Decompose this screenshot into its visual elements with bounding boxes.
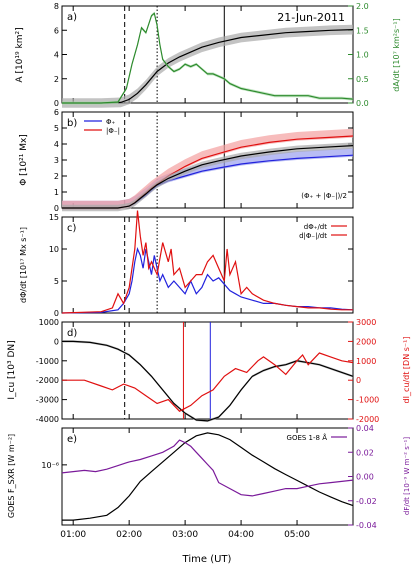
panel-e-series-0-line [62, 432, 354, 521]
panel-e-ylabel: GOES F_SXR [W m⁻²] [7, 434, 16, 518]
panel-a-ylabel: A [10¹⁹ km²] [15, 27, 25, 82]
panel-e-y2tick-label: 0.00 [356, 473, 374, 482]
panel-c-ytick-label: 0 [54, 309, 59, 318]
panel-d-ytick-label: 0 [54, 337, 59, 346]
panel-b-annotation: (Φ₊ + |Φ₋|)/2 [301, 192, 347, 200]
panel-d-ylabel: I_cu [10³ DN] [7, 340, 17, 399]
panel-a-ytick-label: 6 [54, 26, 59, 35]
panel-d-y2tick-label: 2000 [356, 337, 376, 346]
panel-a-ytick-label: 2 [54, 75, 59, 84]
panel-d-ytick-label: -4000 [36, 415, 59, 424]
panel-b-ytick-label: 2 [54, 172, 59, 181]
x-axis-title: Time (UT) [182, 554, 232, 565]
panel-e-series-1-line [61, 439, 354, 497]
x-tick-label: 04:00 [228, 530, 254, 540]
panel-e-y2tick-label: 0.02 [356, 448, 374, 457]
date-label: 21-Jun-2011 [277, 11, 345, 24]
panel-a-series-0-band [62, 24, 353, 108]
panel-a-series-1-band [62, 11, 353, 105]
panel-a-y2tick-label: 1.5 [356, 26, 369, 35]
panel-d-ytick-label: -1000 [36, 357, 59, 366]
panel-a-series-1-line [62, 12, 354, 104]
panel-e-ytick-label: 10⁻⁶ [41, 461, 59, 470]
panel-a-ytick-label: 0 [54, 99, 59, 108]
panel-a-y2tick-label: 0.5 [356, 75, 369, 84]
panel-a-ytick-label: 8 [54, 2, 59, 11]
panel-b-label: b) [67, 118, 77, 129]
panel-d-ytick-label: -3000 [36, 396, 59, 405]
panel-a-y2label: dA/dt [10⁷ km²s⁻¹] [392, 18, 401, 91]
panel-e-y2label: dF/dt [10⁻⁹ W m⁻² s⁻¹] [403, 437, 411, 515]
panel-a-ytick-label: 4 [54, 51, 59, 60]
panel-c-ytick-label: 15 [49, 213, 59, 222]
panel-e-y2tick-label: 0.04 [356, 424, 374, 433]
panel-b-legend-label: |Φ₋| [106, 127, 120, 135]
panel-b-ytick-label: 6 [54, 108, 59, 117]
panel-a-y2tick-label: 1.0 [356, 51, 369, 60]
panel-a-y2tick-label: 0.0 [356, 99, 369, 108]
panel-b-ylabel: Φ [10²¹ Mx] [19, 134, 29, 186]
panel-d-series-1-line [62, 352, 354, 412]
panel-e-y2tick-label: -0.02 [356, 497, 377, 506]
panel-d-ytick-label: -2000 [36, 376, 59, 385]
panel-d-y2label: dI_cu/dt [DN s⁻¹] [402, 337, 411, 404]
panel-c-ytick-label: 10 [49, 245, 59, 254]
x-tick-label: 01:00 [60, 530, 86, 540]
panel-b-series-1-band [62, 128, 353, 210]
panel-e-y2tick-label: -0.04 [356, 521, 377, 530]
panel-c-label: c) [67, 223, 76, 234]
panel-e-frame [61, 427, 354, 526]
panel-c-series-1-line [61, 210, 353, 314]
panel-c-frame [61, 216, 354, 314]
panel-d-y2tick-label: 3000 [356, 318, 376, 327]
chart-marks: 0 2 4 6 8 0.0 0.5 1.0 1.5 2.0 0 1 2 3 4 5 6 Φ₊|Φ₋| 0 5 10 15 d… [36, 2, 380, 540]
panel-d-y2tick-label: -1000 [356, 396, 379, 405]
panel-b-ytick-label: 0 [54, 204, 59, 213]
panel-b-ytick-label: 3 [54, 156, 59, 165]
panel-b-legend-label: Φ₊ [106, 118, 116, 126]
x-tick-label: 05:00 [284, 530, 310, 540]
panel-d-y2tick-label: -2000 [356, 415, 379, 424]
panel-a-series-0-line [62, 29, 354, 104]
panel-b-series-2-line [62, 145, 354, 209]
panel-d-label: d) [67, 328, 77, 339]
panel-d-ytick-label: 1000 [39, 318, 59, 327]
panel-c-legend-label: d|Φ₋|/dt [299, 232, 327, 240]
panel-e-label: e) [67, 434, 77, 445]
x-tick-label: 03:00 [172, 530, 198, 540]
panel-d-series-0-line [62, 340, 354, 422]
panel-c-series-0-line [61, 247, 354, 314]
panel-d-y2tick-label: 0 [356, 376, 361, 385]
panel-c-legend-label: dΦ₊/dt [304, 223, 327, 231]
panel-d-y2tick-label: 1000 [356, 357, 376, 366]
panel-a-y2tick-label: 2.0 [356, 2, 369, 11]
panel-d-frame [61, 321, 354, 420]
panel-b-ytick-label: 5 [54, 124, 59, 133]
panel-b-series-2-band [62, 142, 353, 212]
panel-c-ytick-label: 5 [54, 277, 59, 286]
panel-b-ytick-label: 4 [54, 140, 59, 149]
x-tick-label: 02:00 [116, 530, 142, 540]
panel-a-label: a) [67, 12, 77, 23]
panel-d-series-0-band [62, 340, 353, 423]
panel-c-ylabel: dΦ/dt [10¹⁷ Mx s⁻¹] [19, 227, 28, 303]
panel-e-legend-label: GOES 1-8 Å [287, 433, 328, 442]
panel-b-ytick-label: 1 [54, 188, 59, 197]
